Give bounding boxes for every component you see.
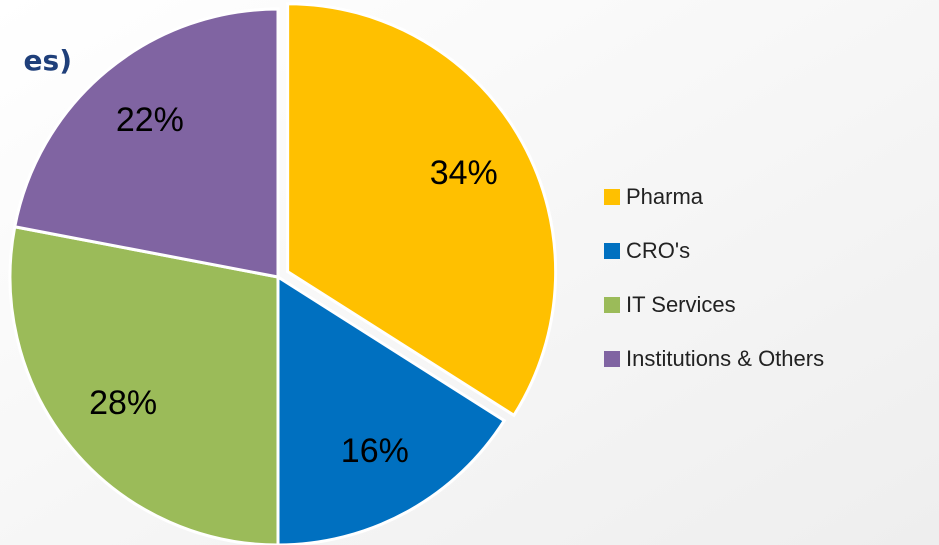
legend-label: Institutions & Others [626, 346, 824, 371]
legend-label: Pharma [626, 184, 704, 209]
data-label: 34% [430, 154, 498, 192]
legend-label: IT Services [626, 292, 736, 317]
legend-label: CRO's [626, 238, 690, 263]
pie-slice [12, 7, 280, 279]
legend-swatch [604, 297, 620, 313]
data-label: 22% [116, 101, 184, 139]
chart-title: es) [24, 44, 72, 77]
legend-swatch [604, 351, 620, 367]
data-label: 28% [89, 384, 157, 422]
legend-swatch [604, 243, 620, 259]
pie-slice [8, 225, 280, 545]
pie-slice [276, 274, 507, 545]
pie [8, 2, 558, 545]
pie-slice [286, 2, 558, 418]
legend-swatch [604, 189, 620, 205]
data-label: 16% [341, 432, 409, 470]
